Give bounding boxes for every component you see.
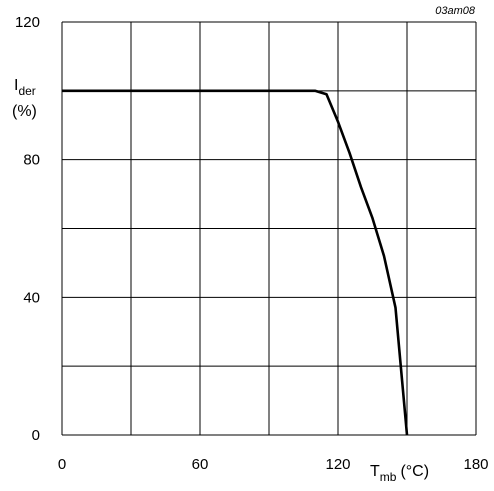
x-tick-label-0: 0 xyxy=(58,456,66,473)
tick-layer: 0 40 80 120 0 60 120 180 xyxy=(15,14,489,473)
y-tick-label-0: 0 xyxy=(32,427,40,444)
y-axis-unit: (%) xyxy=(12,103,37,120)
y-tick-label-40: 40 xyxy=(23,289,40,306)
x-axis-label: Tmb (°C) xyxy=(370,463,429,484)
x-axis-label-sub: mb xyxy=(380,470,397,484)
x-tick-label-60: 60 xyxy=(192,456,209,473)
grid-layer xyxy=(61,21,477,436)
x-tick-label-120: 120 xyxy=(325,456,350,473)
x-axis-label-unit: (°C) xyxy=(400,463,429,480)
y-tick-label-120: 120 xyxy=(15,14,40,31)
y-axis-label-sub: der xyxy=(18,84,35,98)
series-layer xyxy=(62,89,409,436)
y-axis-label: Ider xyxy=(14,77,36,98)
x-tick-label-180: 180 xyxy=(463,456,488,473)
y-tick-label-80: 80 xyxy=(23,152,40,169)
derating-curve-0 xyxy=(62,89,409,436)
figure-ref: 03am08 xyxy=(435,5,476,17)
y-axis-label-main: I xyxy=(14,77,18,94)
x-axis-label-main: T xyxy=(370,463,380,480)
